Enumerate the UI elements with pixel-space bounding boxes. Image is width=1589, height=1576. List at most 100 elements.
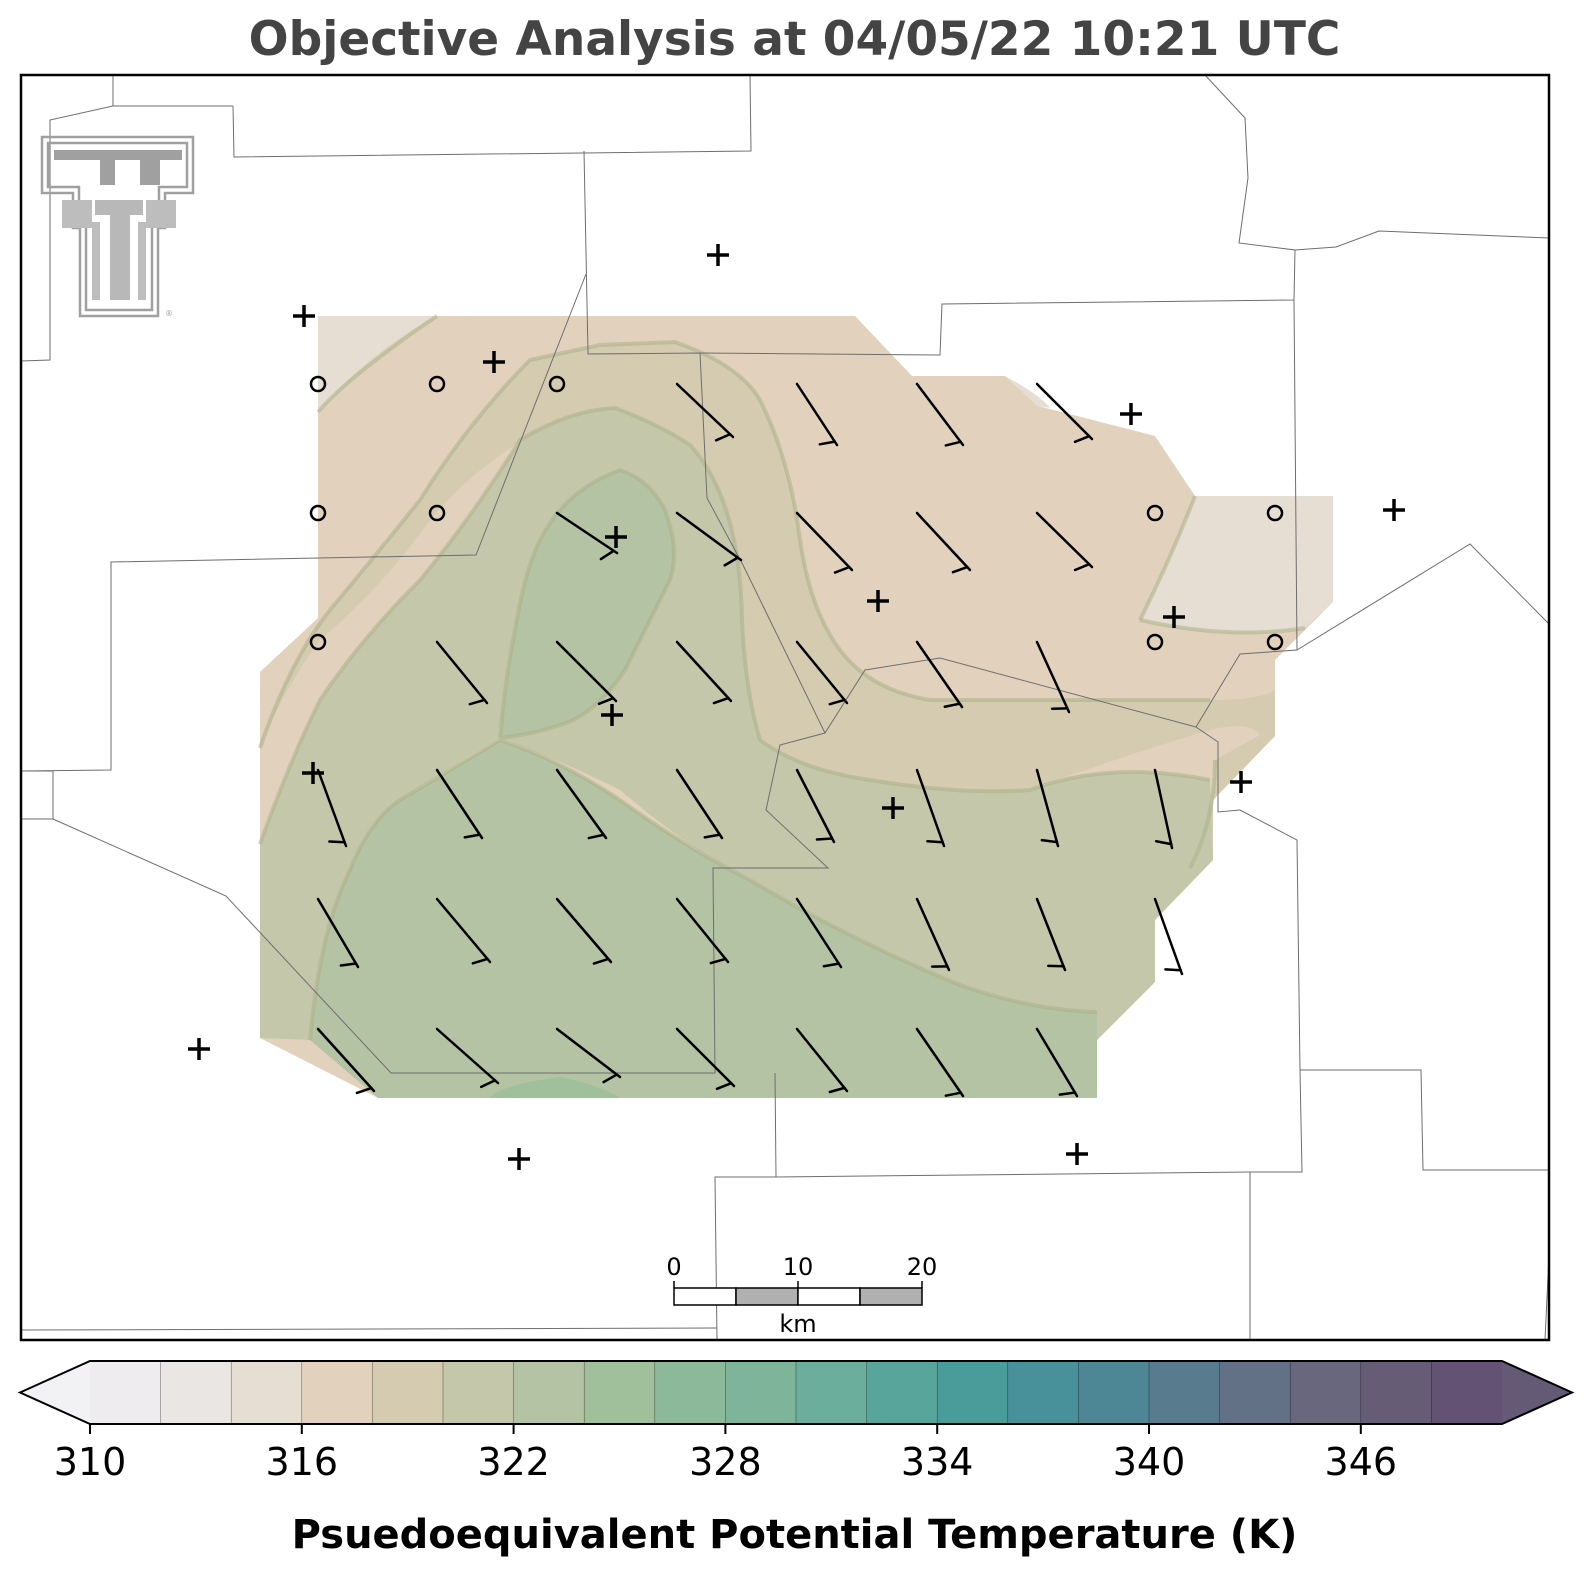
colorbar-segment: [513, 1361, 585, 1424]
contour-band-314-nw: [318, 316, 437, 412]
wind-barb: [555, 1027, 622, 1084]
colorbar-segment: [443, 1361, 515, 1424]
texas-tech-logo: [40, 135, 195, 318]
colorbar-segment: [160, 1361, 232, 1424]
calm-wind-circle: [1266, 633, 1284, 651]
colorbar-tick-label: 316: [266, 1440, 339, 1484]
calm-wind-circle: [309, 504, 327, 522]
wind-barb: [435, 640, 489, 706]
wind-barb: [915, 1027, 965, 1098]
wind-barb: [675, 382, 735, 442]
wind-barb: [435, 897, 492, 965]
colorbar-tick-label: 310: [54, 1440, 127, 1484]
station-marker: [1120, 403, 1142, 425]
wind-barb: [1153, 897, 1184, 976]
wind-barb: [1035, 511, 1094, 572]
contour-band-314-e: [1005, 376, 1333, 633]
contour-band-324-south: [310, 740, 1097, 1098]
colorbar: [17, 1360, 1575, 1425]
station-marker: [508, 1148, 530, 1170]
wind-barb: [795, 511, 854, 574]
station-marker: [1163, 606, 1185, 628]
colorbar-tick-label: 322: [477, 1440, 550, 1484]
wind-barb: [435, 1027, 500, 1089]
wind-barb: [915, 382, 965, 447]
colorbar-segment: [90, 1361, 162, 1424]
colorbar-segment: [725, 1361, 797, 1424]
station-marker: [483, 351, 505, 373]
calm-wind-circle: [1266, 504, 1284, 522]
calm-wind-circle: [428, 375, 446, 393]
contour-band-322: [260, 408, 1213, 1040]
station-markers: [188, 244, 1405, 1170]
station-marker: [707, 244, 729, 266]
wind-barb: [915, 768, 946, 848]
wind-barb: [1035, 1027, 1079, 1098]
map-frame: [19, 73, 1551, 1342]
calm-wind-circle: [548, 375, 566, 393]
wind-barb: [555, 640, 618, 706]
theta-e-contour-fill: [258, 314, 1333, 1098]
contour-band-320: [260, 342, 1275, 868]
wind-barb: [1035, 382, 1094, 444]
colorbar-tick-label: 334: [901, 1440, 974, 1484]
wind-barb: [795, 897, 843, 969]
colorbar-segment: [1431, 1361, 1503, 1424]
calm-wind-markers: [309, 375, 1284, 651]
map-title: Objective Analysis at 04/05/22 10:21 UTC: [248, 12, 1341, 67]
colorbar-tick-label: 346: [1325, 1440, 1398, 1484]
wind-barb: [675, 768, 724, 840]
wind-barb: [915, 511, 972, 574]
station-marker: [1383, 499, 1405, 521]
colorbar-label: Psuedoequivalent Potential Temperature (…: [291, 1512, 1298, 1558]
colorbar-segment: [1219, 1361, 1291, 1424]
wind-barb: [795, 640, 849, 706]
station-marker: [882, 797, 904, 819]
wind-barb: [675, 511, 743, 567]
calm-wind-circle: [309, 633, 327, 651]
scale-label-10: 10: [783, 1253, 814, 1281]
scale-label-0: 0: [666, 1253, 681, 1281]
calm-wind-circle: [1146, 633, 1164, 651]
calm-wind-circle: [428, 504, 446, 522]
colorbar-over-arrow: [1502, 1361, 1572, 1424]
wind-barb: [555, 511, 619, 561]
wind-barb: [1035, 640, 1071, 714]
colorbar-segment: [866, 1361, 938, 1424]
colorbar-segment: [937, 1361, 1009, 1424]
calm-wind-circle: [309, 375, 327, 393]
station-marker: [601, 704, 623, 726]
wind-barb: [316, 1027, 376, 1095]
wind-barb: [795, 1027, 849, 1094]
station-marker: [1230, 771, 1252, 793]
contour-lines: [258, 314, 1306, 1041]
wind-barb: [675, 1027, 736, 1091]
colorbar-ticks: 310 316 322 328 334 340 346: [54, 1424, 1397, 1484]
wind-barb: [795, 382, 839, 447]
colorbar-segment: [1007, 1361, 1079, 1424]
wind-barb: [316, 897, 360, 969]
scale-label-20: 20: [907, 1253, 938, 1281]
colorbar-segment: [301, 1361, 373, 1424]
scale-bar: 0 10 20 km: [666, 1253, 937, 1338]
colorbar-segment: [654, 1361, 726, 1424]
station-marker: [293, 305, 315, 327]
contour-band-326: [490, 1077, 620, 1098]
wind-barb: [1035, 768, 1060, 848]
wind-barb: [316, 768, 348, 848]
wind-barb: [1035, 897, 1067, 972]
colorbar-tick-label: 340: [1113, 1440, 1186, 1484]
wind-barb: [915, 897, 951, 972]
wind-barb: [555, 768, 608, 840]
colorbar-segment: [1360, 1361, 1432, 1424]
colorbar-segment: [796, 1361, 868, 1424]
colorbar-segment: [1149, 1361, 1221, 1424]
wind-barbs: [316, 382, 1184, 1098]
colorbar-under-arrow: [20, 1361, 90, 1424]
wind-barb: [795, 768, 836, 844]
station-marker: [605, 526, 627, 548]
wind-barb: [675, 897, 730, 965]
wind-barb: [555, 897, 613, 965]
colorbar-segment: [1078, 1361, 1150, 1424]
